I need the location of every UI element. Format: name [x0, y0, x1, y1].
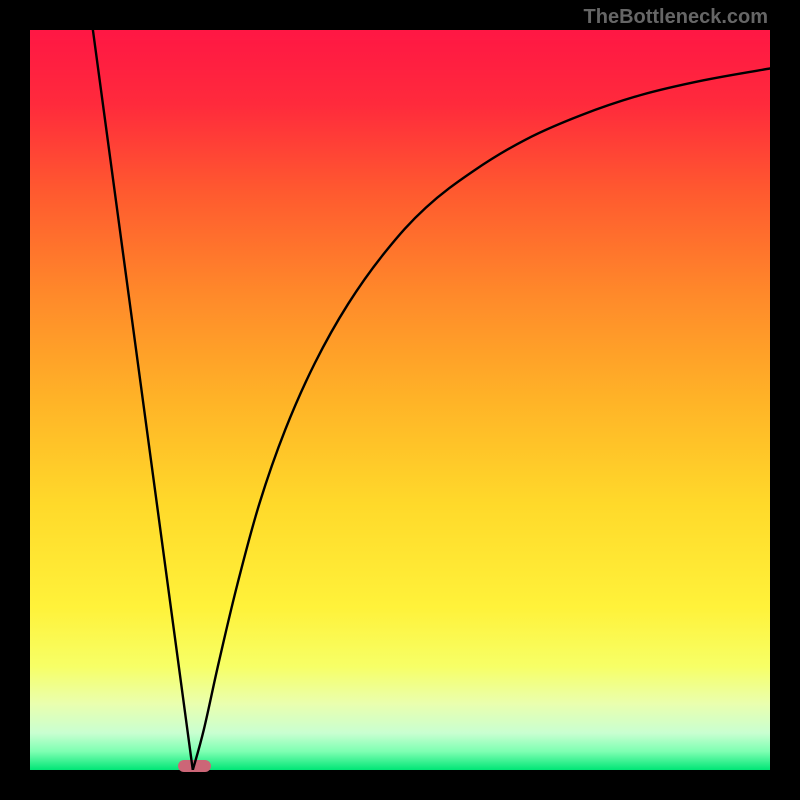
watermark-text: TheBottleneck.com [584, 6, 768, 29]
plot-area [30, 30, 770, 770]
bottleneck-curve [30, 30, 770, 770]
